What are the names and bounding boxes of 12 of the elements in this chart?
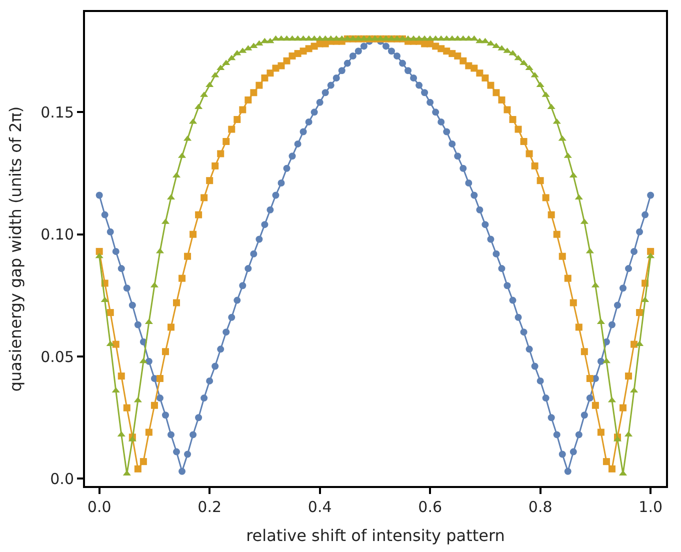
y-axis-title: quasienergy gap width (units of 2π) [6, 106, 25, 392]
x-axis-title: relative shift of intensity pattern [246, 526, 505, 546]
y-tick-label: 0.15 [40, 103, 74, 122]
y-tick-label: 0.05 [40, 348, 74, 366]
x-tick-label: 0.0 [87, 498, 112, 516]
x-tick-label: 0.4 [308, 498, 332, 516]
y-tick-label: 0.0 [50, 470, 74, 488]
x-tick-label: 0.2 [198, 498, 222, 516]
y-tick-label: 0.10 [40, 226, 74, 244]
x-tick-label: 1.0 [638, 498, 662, 516]
x-tick-label: 0.6 [418, 498, 442, 516]
x-tick-label: 0.8 [528, 498, 552, 516]
